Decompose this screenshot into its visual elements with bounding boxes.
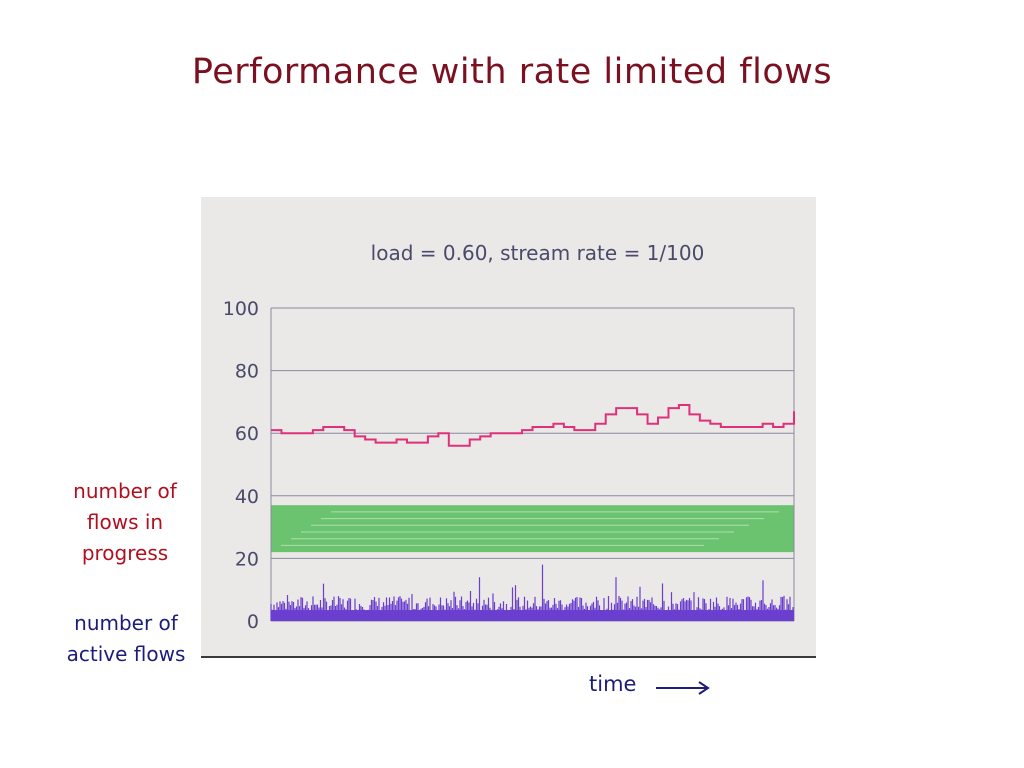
arrow-right-icon [656,681,710,695]
y-tick-label-20: 20 [235,548,259,570]
baseline-rule [201,656,816,658]
slide-title: Performance with rate limited flows [191,52,833,92]
y-tick-label-60: 60 [235,423,259,445]
y-tick-label-0: 0 [247,611,259,633]
y-tick-label-80: 80 [235,361,259,383]
y-tick-label-100: 100 [223,298,259,320]
series-line-flows-in-progress [271,404,795,447]
label-active-flows: number of active flows [66,611,186,666]
label-flows-in-progress: number of flows in progress [73,479,177,565]
chart-title: load = 0.60, stream rate = 1/100 [371,241,705,265]
chart: load = 0.60, stream rate = 1/100 0 20 40 60 8… [223,241,795,633]
y-tick-label-40: 40 [235,486,259,508]
plot-panel [201,197,816,656]
time-axis-label: time [589,672,637,696]
series-band-stream [271,505,794,553]
